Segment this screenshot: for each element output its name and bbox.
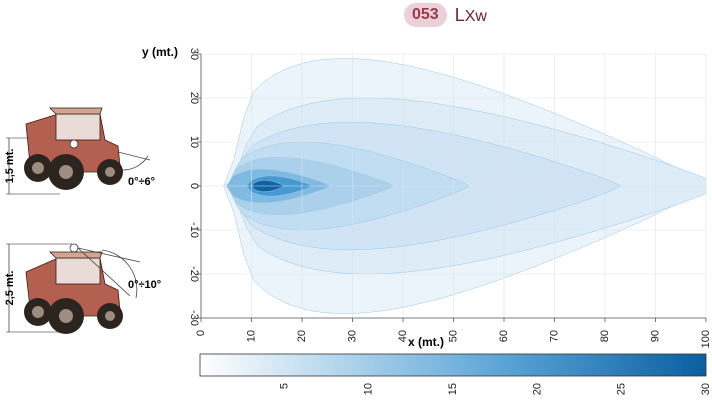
x-axis-label: x (mt.) [408,335,444,349]
mount-angle-label: 0°÷6° [128,176,155,188]
colorbar-tick-label: 10 [363,383,375,395]
x-tick-label: 40 [397,330,409,342]
x-tick-label: 60 [498,330,510,342]
y-tick-label: 0 [188,183,200,189]
y-tick-label: 10 [188,136,200,148]
tractor-icon: 2,5 mt. 0°÷10° [4,243,161,334]
mount-angle-label: 0°÷10° [128,279,161,291]
y-axis-label: y (mt.) [142,45,178,59]
colorbar-tick-label: 30 [700,383,712,395]
mount-height-label: 1,5 mt. [4,149,16,184]
product-name: LXw [455,5,487,26]
y-tick-label: -10 [188,222,200,238]
grid [200,53,707,319]
product-name-rest: Xw [464,7,487,25]
x-tick-label: 30 [347,330,359,342]
x-tick-label: 70 [549,330,561,342]
y-tick-label: 20 [188,92,200,104]
x-tick-label: 20 [296,330,308,342]
mount-diagram-high: 2,5 mt. 0°÷10° [0,236,200,346]
x-tick-label: 0 [195,330,207,336]
x-tick-label: 50 [448,330,460,342]
product-name-initial: L [454,4,465,25]
mount-height-label: 2,5 mt. [4,271,16,306]
colorbar-tick-label: 15 [447,383,459,395]
colorbar-tick-label: 25 [616,383,628,395]
model-code-badge: 053 [404,3,447,27]
y-tick-label: -30 [188,310,200,326]
y-tick-label: 30 [188,48,200,60]
mount-diagram-low: 1,5 mt. 0°÷6° [0,100,200,210]
x-tick-label: 80 [599,330,611,342]
colorbar: 5 10 15 20 25 30 [199,353,712,395]
y-tick-label: -20 [188,266,200,282]
colorbar-gradient [199,353,707,377]
x-tick-label: 90 [650,330,662,342]
x-tick-label: 10 [246,330,258,342]
colorbar-tick-label: 5 [278,383,290,389]
colorbar-tick-label: 20 [531,383,543,395]
tractor-icon: 1,5 mt. 0°÷6° [4,107,155,195]
product-header: 053 LXw [404,1,487,29]
x-tick-label: 100 [700,330,712,348]
